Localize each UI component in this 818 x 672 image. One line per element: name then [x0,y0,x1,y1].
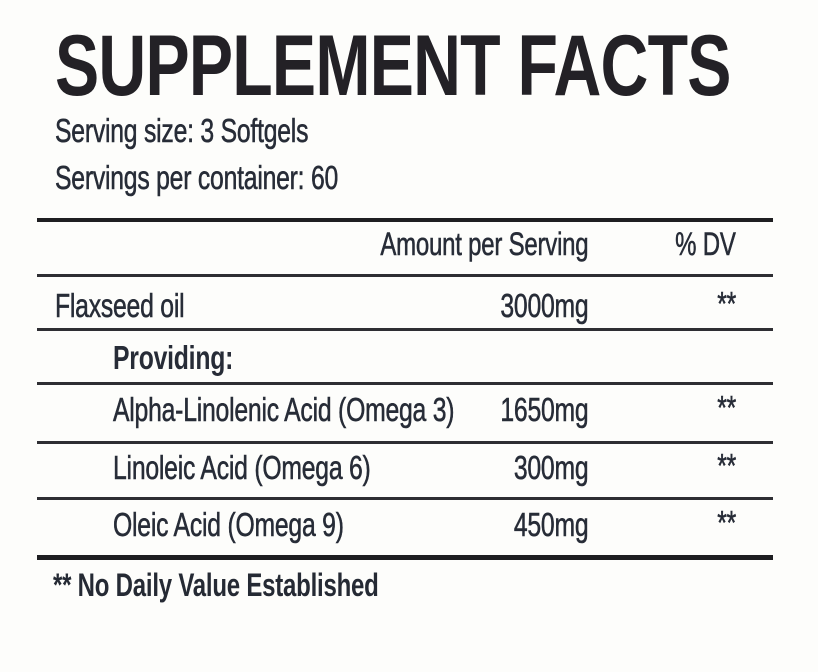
ingredient-name: Providing: [113,339,234,376]
ingredient-dv: ** [717,447,736,484]
ingredient-amount: 300mg [513,449,588,486]
servings-per-container: Servings per container: 60 [55,159,339,196]
ingredient-name: Alpha-Linolenic Acid (Omega 3) [113,391,455,428]
ingredient-name: Oleic Acid (Omega 9) [113,506,344,543]
ingredient-dv: ** [717,285,736,322]
serving-size: Serving size: 3 Softgels [55,112,309,149]
panel-title: SUPPLEMENT FACTS [55,18,731,114]
ingredient-dv: ** [717,389,736,426]
rule-table-top [37,218,773,222]
ingredient-name: Flaxseed oil [55,287,185,324]
ingredient-amount: 3000mg [499,287,589,324]
rule-below-ala [37,441,773,444]
rule-below-la [37,497,773,500]
ingredient-amount: 1650mg [499,391,589,428]
ingredient-name: Linoleic Acid (Omega 6) [113,449,371,486]
ingredient-dv: ** [717,504,736,541]
rule-below-providing [37,382,773,385]
daily-value-footnote: ** No Daily Value Established [53,567,379,603]
amount-column-header: Amount per Serving [379,226,589,262]
dv-column-header: % DV [675,226,736,262]
rule-table-bottom [37,555,773,560]
rule-below-header [37,274,773,277]
ingredient-amount: 450mg [513,506,588,543]
rule-below-flaxseed [37,328,773,331]
